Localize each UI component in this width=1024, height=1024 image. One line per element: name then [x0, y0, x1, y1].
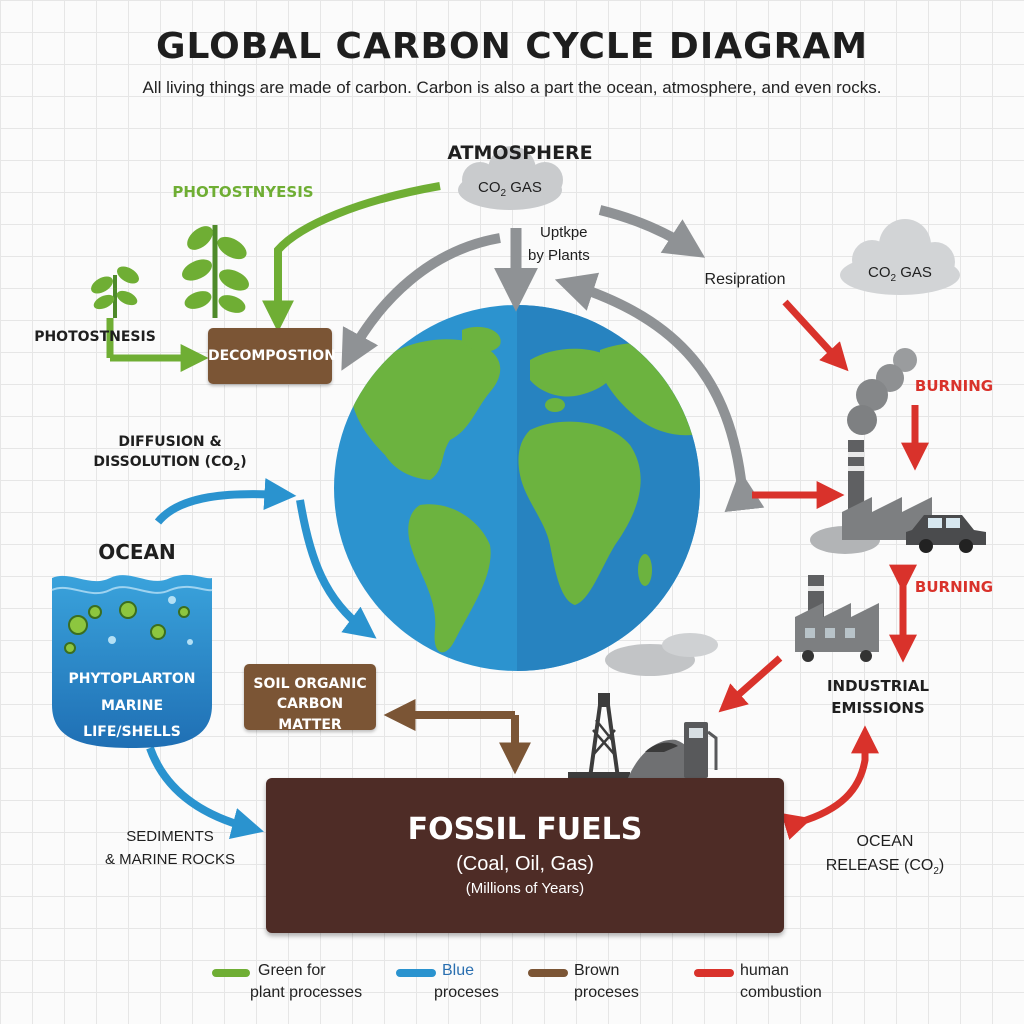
plant-icon — [91, 266, 139, 318]
respiration-label: Resipration — [704, 271, 786, 288]
atmosphere-co2-suffix: GAS — [506, 179, 542, 196]
atmosphere-co2-label: CO2 GAS — [455, 177, 565, 201]
uptake-line-1: Uptkpe — [540, 224, 588, 241]
globe-return-arrow — [554, 272, 765, 513]
marine-life-label: MARINE LIFE/SHELLS — [83, 697, 181, 741]
legend-line-2: proceses — [434, 983, 499, 1001]
legend-swatch-green — [212, 969, 250, 977]
photosynthesis-left-label: PHOTOSTNESIS — [34, 329, 156, 345]
fossil-fuels-note: (Millions of Years) — [465, 880, 585, 897]
soil-organic-box: SOIL ORGANIC CARBON MATTER — [244, 664, 376, 733]
sediments-label: SEDIMENTS & MARINE ROCKS — [80, 826, 260, 871]
plant-icon — [182, 225, 249, 318]
fossil-fuels-box: FOSSIL FUELS (Coal, Oil, Gas) (Millions … — [266, 778, 784, 933]
diffusion-line-1: DIFFUSION & — [118, 434, 222, 450]
car-icon — [906, 515, 986, 553]
page-title: GLOBAL CARBON CYCLE DIAGRAM — [155, 26, 869, 67]
atmosphere-co2-sub: 2 — [500, 188, 507, 199]
diffusion-line-2-suffix: ) — [240, 454, 247, 471]
sediments-arrow — [146, 746, 264, 840]
sediments-line-2: & MARINE ROCKS — [104, 850, 236, 868]
page-subtitle: All living things are made of carbon. Ca… — [142, 78, 882, 97]
emissions-arrow — [718, 655, 783, 713]
photosynthesis-arrow — [262, 182, 441, 333]
legend-line-1: human — [740, 962, 789, 979]
legend-item-red: human combustion — [694, 960, 854, 1003]
burning-top-label: BURNING — [914, 377, 994, 395]
respiration-arrow — [598, 205, 706, 258]
ocean-release-line-2-prefix: RELEASE (CO — [825, 857, 934, 874]
legend-line-2: proceses — [574, 983, 639, 1001]
ocean-release-line-2-sub: 2 — [933, 866, 939, 878]
legend-line-1: Brown — [574, 962, 620, 979]
diffusion-label: DIFFUSION & DISSOLUTION (CO2) — [70, 432, 270, 476]
industrial-emissions-label: INDUSTRIAL EMISSIONS — [808, 676, 948, 720]
ocean-content-label: PHYTOPLARTON MARINE LIFE/SHELLS — [54, 666, 210, 746]
fossil-fuels-title: FOSSIL FUELS — [407, 812, 643, 847]
legend-swatch-blue — [396, 969, 436, 977]
ocean-container — [51, 574, 213, 748]
dissolution-arrow — [296, 499, 377, 639]
phytoplankton-label: PHYTOPLARTON — [68, 671, 196, 687]
legend-line-1: Green for — [258, 962, 326, 979]
diffusion-arrow — [154, 478, 297, 525]
industrial-line-2: EMISSIONS — [831, 698, 925, 717]
right-cloud-co2-sub: 2 — [890, 273, 897, 284]
burning-mid-label: BURNING — [914, 578, 994, 596]
right-cloud-co2-prefix: CO — [868, 264, 891, 281]
legend-item-blue: Blue proceses — [396, 960, 526, 1003]
fuel-pump-icon — [684, 722, 718, 778]
atmosphere-co2-prefix: CO — [478, 179, 501, 196]
ocean-release-line-1: OCEAN — [856, 833, 914, 850]
ocean-label: OCEAN — [98, 540, 176, 564]
legend-item-green: Green for plant processes — [212, 960, 372, 1003]
diffusion-line-2-sub: 2 — [233, 462, 241, 474]
legend-line-2: plant processes — [250, 983, 363, 1001]
legend-line-1: Blue — [442, 962, 475, 979]
uptake-line-2: by Plants — [528, 246, 590, 264]
ocean-release-line-2-suffix: ) — [938, 857, 945, 874]
oil-derrick-icon — [568, 693, 630, 779]
legend-line-2: combustion — [740, 983, 822, 1001]
diffusion-line-2: DISSOLUTION (CO2) — [70, 452, 270, 475]
factory-icon — [842, 440, 932, 540]
photosynthesis-top-label: PHOTOSTNYESIS — [172, 183, 314, 201]
ocean-release-arrow — [781, 725, 879, 840]
cloud-icon — [840, 219, 960, 295]
earth-globe-icon — [334, 305, 700, 671]
industrial-line-1: INDUSTRIAL — [826, 677, 930, 695]
cloud-icon — [458, 146, 563, 210]
legend-item-brown: Brown proceses — [528, 960, 668, 1003]
decomposition-box: DECOMPOSTION — [208, 328, 336, 384]
ocean-release-label: OCEAN RELEASE (CO2) — [810, 830, 960, 879]
legend-swatch-brown — [528, 969, 568, 977]
phytoplankton-icon — [64, 596, 193, 654]
soil-line-1: SOIL ORGANIC — [253, 676, 367, 692]
uptake-label: Uptkpe by Plants — [528, 222, 628, 267]
legend-swatch-red — [694, 969, 734, 977]
factory-icon — [795, 575, 879, 662]
decomposition-arrow — [341, 233, 501, 371]
right-cloud-co2-label: CO2 GAS — [845, 262, 955, 286]
right-cloud-co2-suffix: GAS — [896, 264, 932, 281]
atmosphere-label: ATMOSPHERE — [447, 142, 593, 164]
fossil-fuels-subtitle: (Coal, Oil, Gas) — [456, 853, 594, 875]
ocean-release-line-2: RELEASE (CO2) — [810, 854, 960, 879]
burning-arrow-1 — [782, 299, 849, 372]
soil-line-2: CARBON MATTER — [276, 696, 344, 733]
sediments-line-1: SEDIMENTS — [126, 828, 214, 845]
diffusion-line-2-prefix: DISSOLUTION (CO — [93, 454, 234, 471]
